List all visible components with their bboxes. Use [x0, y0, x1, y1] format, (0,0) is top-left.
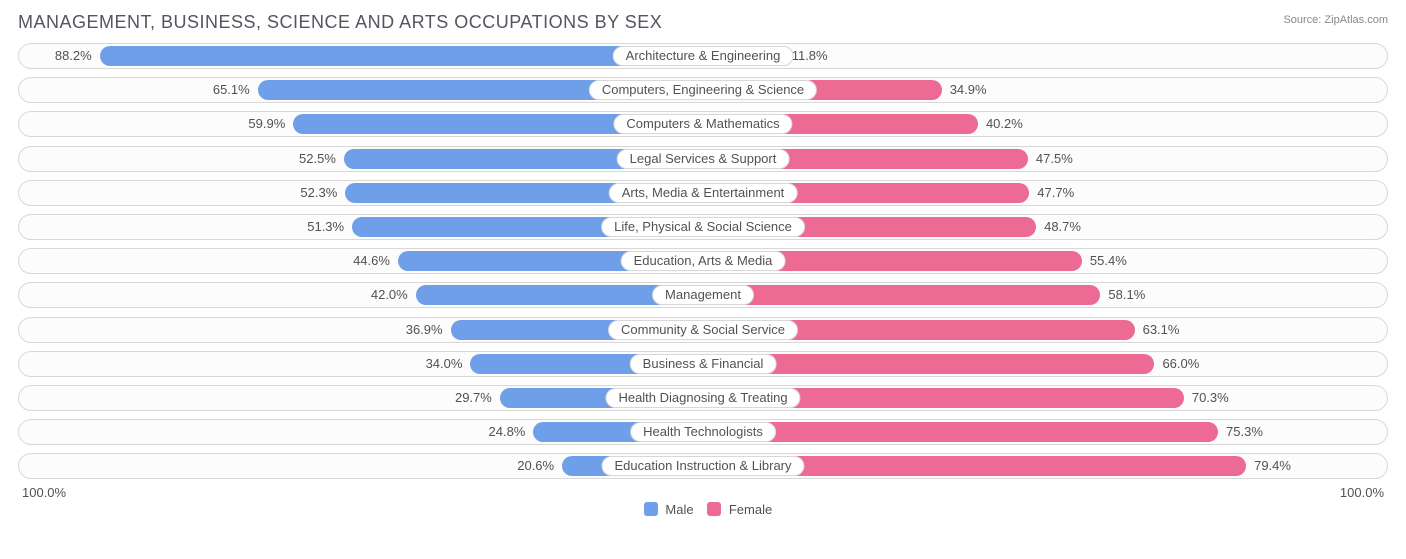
male-swatch	[644, 502, 658, 516]
female-value-label: 63.1%	[1143, 318, 1180, 344]
category-pill: Architecture & Engineering	[613, 46, 794, 66]
male-value-label: 42.0%	[371, 283, 408, 309]
category-pill: Computers & Mathematics	[613, 114, 792, 134]
chart-row: 20.6% 79.4% Education Instruction & Librar…	[18, 453, 1388, 479]
legend: Male Female	[18, 502, 1388, 517]
diverging-bar-chart: 88.2% 11.8%Architecture & Engineering 65.1…	[18, 43, 1388, 479]
female-value-label: 79.4%	[1254, 454, 1291, 480]
female-value-label: 47.5%	[1036, 147, 1073, 173]
chart-row: 51.3% 48.7% Life, Physical & Social Scienc…	[18, 214, 1388, 240]
female-value-label: 75.3%	[1226, 420, 1263, 446]
male-value-label: 88.2%	[55, 44, 92, 70]
source-label: Source:	[1283, 14, 1321, 26]
category-pill: Business & Financial	[630, 354, 777, 374]
female-value-label: 55.4%	[1090, 249, 1127, 275]
chart-row: 42.0% 58.1% Management	[18, 282, 1388, 308]
chart-row: 24.8% 75.3% Health Technologists	[18, 419, 1388, 445]
category-pill: Community & Social Service	[608, 320, 798, 340]
female-value-label: 47.7%	[1037, 181, 1074, 207]
x-axis: 100.0% 100.0%	[18, 485, 1388, 500]
chart-row: 44.6% 55.4% Education, Arts & Media	[18, 248, 1388, 274]
male-value-label: 29.7%	[455, 386, 492, 412]
chart-row: 59.9% 40.2% Computers & Mathematics	[18, 111, 1388, 137]
chart-row: 29.7% 70.3% Health Diagnosing & Treating	[18, 385, 1388, 411]
female-value-label: 40.2%	[986, 112, 1023, 138]
female-value-label: 66.0%	[1162, 352, 1199, 378]
chart-row: 36.9% 63.1% Community & Social Service	[18, 317, 1388, 343]
male-value-label: 20.6%	[517, 454, 554, 480]
chart-source: Source: ZipAtlas.com	[1283, 12, 1388, 26]
axis-left-label: 100.0%	[22, 485, 66, 500]
chart-row: 52.3% 47.7% Arts, Media & Entertainment	[18, 180, 1388, 206]
male-value-label: 24.8%	[489, 420, 526, 446]
legend-male-label: Male	[665, 502, 693, 517]
axis-right-label: 100.0%	[1340, 485, 1384, 500]
source-name: ZipAtlas.com	[1324, 14, 1388, 26]
chart-row: 88.2% 11.8%Architecture & Engineering	[18, 43, 1388, 69]
male-value-label: 34.0%	[426, 352, 463, 378]
male-value-label: 36.9%	[406, 318, 443, 344]
female-value-label: 58.1%	[1108, 283, 1145, 309]
category-pill: Computers, Engineering & Science	[589, 80, 817, 100]
legend-female-label: Female	[729, 502, 772, 517]
male-value-label: 52.5%	[299, 147, 336, 173]
chart-row: 34.0% 66.0% Business & Financial	[18, 351, 1388, 377]
male-value-label: 59.9%	[248, 112, 285, 138]
female-bar	[703, 285, 1100, 305]
chart-header: MANAGEMENT, BUSINESS, SCIENCE AND ARTS O…	[18, 12, 1388, 33]
chart-title: MANAGEMENT, BUSINESS, SCIENCE AND ARTS O…	[18, 12, 662, 33]
male-value-label: 65.1%	[213, 78, 250, 104]
chart-row: 52.5% 47.5% Legal Services & Support	[18, 146, 1388, 172]
category-pill: Management	[652, 285, 754, 305]
category-pill: Health Technologists	[630, 422, 776, 442]
male-value-label: 44.6%	[353, 249, 390, 275]
female-swatch	[707, 502, 721, 516]
category-pill: Education, Arts & Media	[621, 251, 786, 271]
male-value-label: 52.3%	[300, 181, 337, 207]
chart-row: 65.1% 34.9% Computers, Engineering & Scien…	[18, 77, 1388, 103]
category-pill: Legal Services & Support	[617, 149, 790, 169]
category-pill: Education Instruction & Library	[601, 456, 804, 476]
category-pill: Arts, Media & Entertainment	[609, 183, 798, 203]
female-value-label: 34.9%	[950, 78, 987, 104]
female-value-label: 48.7%	[1044, 215, 1081, 241]
female-bar	[703, 422, 1218, 442]
category-pill: Health Diagnosing & Treating	[605, 388, 800, 408]
male-value-label: 51.3%	[307, 215, 344, 241]
category-pill: Life, Physical & Social Science	[601, 217, 805, 237]
female-value-label: 70.3%	[1192, 386, 1229, 412]
female-value-label: 11.8%	[792, 44, 828, 70]
